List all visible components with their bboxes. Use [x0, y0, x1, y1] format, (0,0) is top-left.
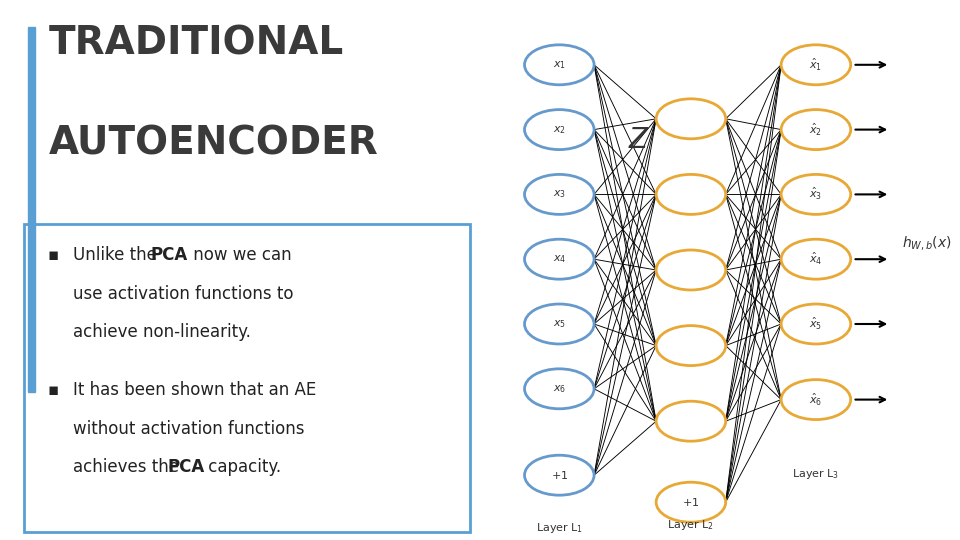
Circle shape — [781, 45, 851, 85]
Circle shape — [656, 326, 726, 366]
Text: $x_6$: $x_6$ — [553, 383, 566, 395]
Text: $\mathrm{Layer\ L_3}$: $\mathrm{Layer\ L_3}$ — [792, 467, 839, 481]
Text: $x_2$: $x_2$ — [553, 124, 565, 136]
Circle shape — [656, 250, 726, 290]
Text: $+1$: $+1$ — [683, 496, 700, 508]
Circle shape — [524, 174, 594, 214]
Text: $\hat{x}_2$: $\hat{x}_2$ — [809, 122, 823, 138]
Text: capacity.: capacity. — [204, 458, 281, 476]
Circle shape — [781, 110, 851, 150]
Circle shape — [781, 239, 851, 279]
Text: AUTOENCODER: AUTOENCODER — [49, 124, 378, 162]
Text: without activation functions: without activation functions — [73, 420, 305, 437]
Circle shape — [781, 304, 851, 344]
Text: $x_4$: $x_4$ — [553, 253, 566, 265]
Text: $\hat{x}_1$: $\hat{x}_1$ — [809, 57, 823, 73]
Text: $h_{W,b}(x)$: $h_{W,b}(x)$ — [902, 234, 952, 252]
Circle shape — [781, 174, 851, 214]
Circle shape — [656, 174, 726, 214]
Text: $\mathrm{Layer\ L_2}$: $\mathrm{Layer\ L_2}$ — [667, 518, 714, 532]
Text: $\hat{x}_5$: $\hat{x}_5$ — [809, 316, 823, 332]
Bar — [28, 27, 35, 391]
Circle shape — [781, 380, 851, 420]
Circle shape — [656, 401, 726, 441]
Text: achieve non-linearity.: achieve non-linearity. — [73, 323, 252, 341]
Text: $x_3$: $x_3$ — [553, 188, 565, 200]
Circle shape — [524, 45, 594, 85]
Circle shape — [524, 369, 594, 409]
Circle shape — [524, 110, 594, 150]
Text: It has been shown that an AE: It has been shown that an AE — [73, 381, 317, 399]
Circle shape — [524, 455, 594, 495]
Text: Unlike the: Unlike the — [73, 246, 162, 264]
Text: $Z$: $Z$ — [628, 126, 650, 154]
Text: PCA: PCA — [151, 246, 187, 264]
Circle shape — [656, 99, 726, 139]
Text: ▪: ▪ — [47, 381, 59, 399]
Text: $x_5$: $x_5$ — [553, 318, 565, 330]
Text: $+1$: $+1$ — [551, 469, 568, 481]
Text: TRADITIONAL: TRADITIONAL — [49, 24, 344, 62]
Text: $x_1$: $x_1$ — [553, 59, 565, 71]
Text: $\hat{x}_4$: $\hat{x}_4$ — [809, 251, 823, 267]
Text: achieves the: achieves the — [73, 458, 184, 476]
Text: $\mathrm{Layer\ L_1}$: $\mathrm{Layer\ L_1}$ — [536, 521, 583, 535]
Text: $\hat{x}_6$: $\hat{x}_6$ — [809, 392, 823, 408]
Circle shape — [656, 482, 726, 522]
FancyBboxPatch shape — [23, 224, 470, 532]
Circle shape — [524, 239, 594, 279]
Circle shape — [524, 304, 594, 344]
Text: use activation functions to: use activation functions to — [73, 285, 294, 302]
Text: $\hat{x}_3$: $\hat{x}_3$ — [809, 186, 823, 202]
Text: PCA: PCA — [167, 458, 204, 476]
Text: now we can: now we can — [188, 246, 292, 264]
Text: ▪: ▪ — [47, 246, 59, 264]
